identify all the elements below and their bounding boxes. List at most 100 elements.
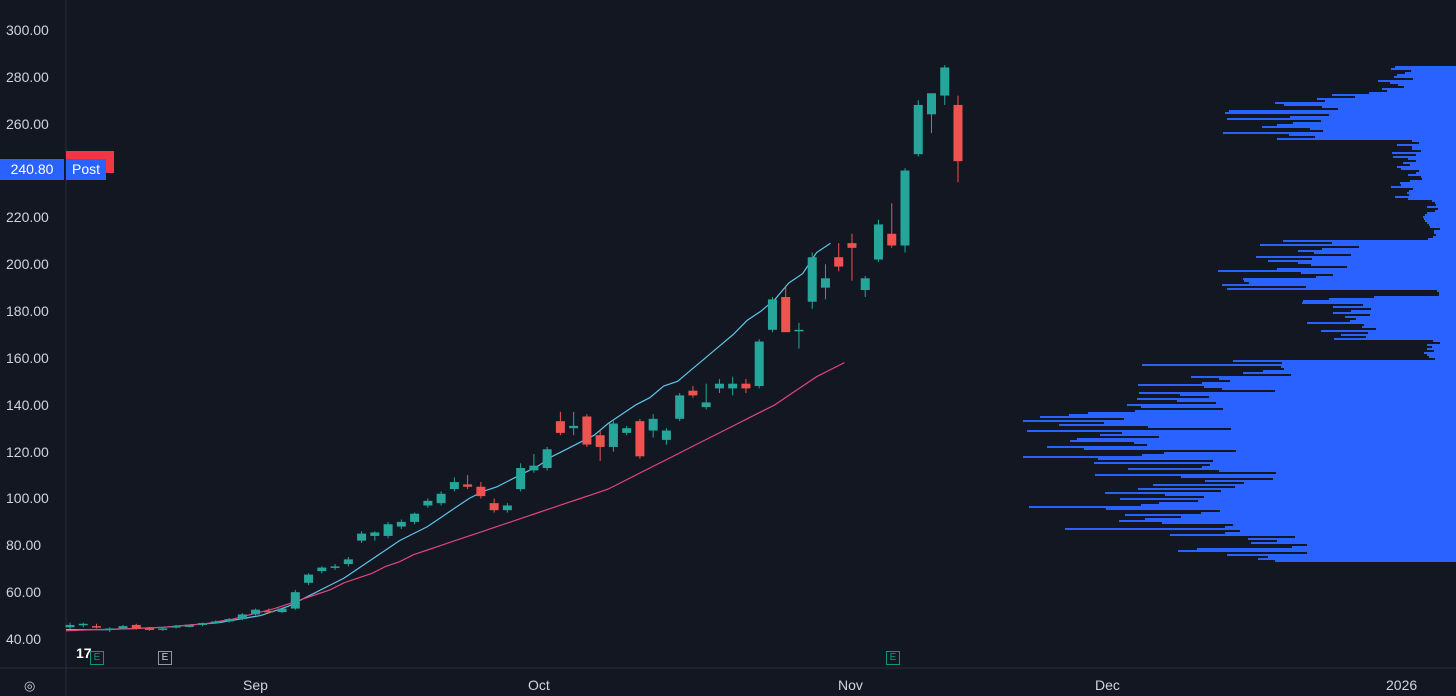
candle-body xyxy=(449,482,459,490)
volume-profile-bar xyxy=(1138,384,1456,386)
candle-body xyxy=(343,559,353,565)
volume-profile-bar xyxy=(1159,502,1456,504)
volume-profile-bar xyxy=(1204,386,1456,388)
volume-profile-bar xyxy=(1275,102,1456,104)
candle-body xyxy=(913,104,923,155)
volume-profile-bar xyxy=(1440,228,1456,230)
volume-profile-bar xyxy=(1119,520,1456,522)
volume-profile-bar xyxy=(1277,268,1456,270)
volume-profile-bar xyxy=(1284,104,1456,106)
candle-body xyxy=(317,567,327,572)
volume-profile-bar xyxy=(1321,330,1456,332)
chart-settings-icon[interactable]: ◎ xyxy=(24,678,36,693)
volume-profile-bar xyxy=(1027,430,1456,432)
volume-profile-bar xyxy=(1289,134,1456,136)
volume-profile-bar xyxy=(1210,464,1456,466)
volume-profile-bar xyxy=(1427,222,1456,224)
volume-profile-bar xyxy=(1359,246,1456,248)
volume-profile-bar xyxy=(1220,510,1456,512)
volume-profile-bar xyxy=(1334,338,1456,340)
volume-profile-bar xyxy=(1438,208,1456,210)
volume-profile-bar xyxy=(1201,512,1456,514)
volume-profile-bar xyxy=(1408,174,1456,176)
volume-profile-bar xyxy=(1387,90,1456,92)
volume-profile-bar xyxy=(1141,406,1456,408)
volume-profile-bar xyxy=(1424,352,1456,354)
volume-profile-bar xyxy=(1065,528,1456,530)
volume-profile-bar xyxy=(1436,204,1456,206)
volume-profile-bar xyxy=(1275,390,1456,392)
volume-profile-bar xyxy=(1277,138,1456,140)
volume-profile-bar xyxy=(1400,182,1456,184)
volume-profile-bar xyxy=(1355,96,1456,98)
time-tick-label: Nov xyxy=(838,677,863,693)
volume-profile-bar xyxy=(1218,270,1456,272)
earnings-icon[interactable]: E xyxy=(886,651,900,665)
earnings-icon[interactable]: E xyxy=(158,651,172,665)
volume-profile-bar xyxy=(1236,450,1456,452)
candle-body xyxy=(410,513,420,522)
volume-profile-bar xyxy=(1430,226,1456,228)
volume-profile-bar xyxy=(1425,220,1456,222)
volume-profile-bar xyxy=(1243,372,1456,374)
candle-body xyxy=(754,341,764,387)
volume-profile-bar xyxy=(1084,448,1456,450)
volume-profile-bar xyxy=(1397,144,1456,146)
volume-profile-bar xyxy=(1404,86,1456,88)
volume-profile-bar xyxy=(1427,206,1456,208)
candle-body xyxy=(131,624,141,629)
volume-profile-bar xyxy=(1433,236,1456,238)
volume-profile-bar xyxy=(1223,132,1456,134)
volume-profile-bar xyxy=(1403,162,1456,164)
candle-body xyxy=(357,533,367,541)
volume-profile-bar xyxy=(1125,514,1456,516)
volume-profile-bar xyxy=(1325,100,1456,102)
volume-profile-bar xyxy=(1077,438,1456,440)
candle-body xyxy=(476,486,486,497)
volume-profile-bar xyxy=(1180,394,1456,396)
volume-profile-bar xyxy=(1142,364,1456,366)
volume-profile-bar xyxy=(1323,130,1456,132)
volume-profile-bar xyxy=(1371,308,1456,310)
price-tick-label: 160.00 xyxy=(6,349,49,366)
volume-profile-bar xyxy=(1223,408,1456,410)
volume-profile-bar xyxy=(1162,522,1456,524)
candle-body xyxy=(781,297,791,333)
volume-profile-bar xyxy=(1410,164,1456,166)
candle-body xyxy=(145,628,155,630)
volume-profile-bar xyxy=(1104,422,1456,424)
candle-body xyxy=(463,484,473,487)
volume-profile-bar xyxy=(1332,94,1456,96)
time-tick-label: 2026 xyxy=(1386,677,1418,693)
volume-profile-bar xyxy=(1411,70,1456,72)
volume-profile-bar xyxy=(1227,288,1456,290)
time-tick-label: Dec xyxy=(1095,677,1120,693)
volume-profile-bar xyxy=(1298,250,1456,252)
volume-profile-bar xyxy=(1316,276,1456,278)
candle-body xyxy=(940,67,950,96)
volume-profile-bar xyxy=(1244,482,1456,484)
volume-profile-bar xyxy=(1321,120,1456,122)
volume-profile-bar xyxy=(1307,544,1456,546)
volume-profile-bar xyxy=(1310,128,1456,130)
volume-profile-bar xyxy=(1401,184,1456,186)
volume-profile-bar xyxy=(1409,194,1456,196)
volume-profile-bar xyxy=(1376,328,1456,330)
volume-profile-bar xyxy=(1100,434,1456,436)
volume-profile-bar xyxy=(1345,316,1456,318)
volume-profile-bar xyxy=(1290,116,1456,118)
volume-profile-bar xyxy=(1298,262,1456,264)
volume-profile-bar xyxy=(1023,420,1456,422)
price-tick-label: 140.00 xyxy=(6,396,49,413)
price-tick-label: 40.00 xyxy=(6,631,42,647)
volume-profile-bar xyxy=(1434,350,1456,352)
volume-profile-bar xyxy=(1439,294,1456,296)
volume-profile-bar xyxy=(1231,428,1456,430)
earnings-icon[interactable]: E xyxy=(90,651,104,665)
volume-profile-bar xyxy=(1291,374,1456,376)
volume-profile-bar xyxy=(1437,290,1456,292)
candle-body xyxy=(436,493,446,504)
candle-body xyxy=(834,257,844,267)
volume-profile-bar xyxy=(1391,186,1456,188)
